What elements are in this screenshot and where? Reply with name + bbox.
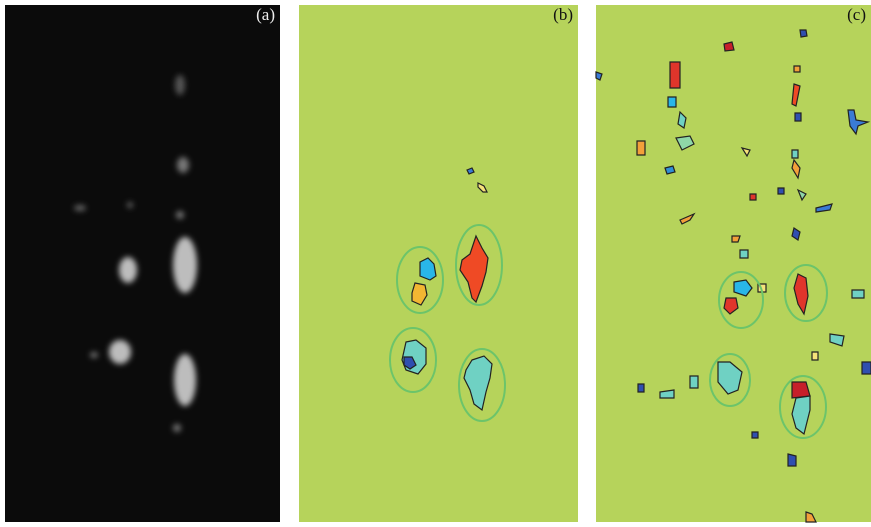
segment (724, 42, 734, 51)
segment (732, 236, 740, 242)
segment (750, 194, 756, 200)
panel-label: (a) (256, 5, 275, 24)
segment (792, 382, 810, 398)
panel-background (299, 5, 578, 522)
segment (792, 150, 798, 158)
spot (177, 157, 189, 173)
panel-b: (b) (299, 5, 578, 522)
spot (174, 354, 196, 406)
spot (74, 205, 86, 211)
spot (173, 424, 181, 432)
spot (173, 237, 197, 293)
panel-a: (a) (5, 5, 280, 522)
segment (637, 141, 645, 155)
panel-label: (b) (553, 5, 573, 24)
segment (800, 30, 807, 37)
segment (668, 97, 676, 107)
spot (175, 75, 185, 95)
segment (670, 62, 680, 88)
spot (90, 352, 98, 358)
segment (862, 362, 871, 374)
segment (812, 352, 818, 360)
segment (852, 290, 864, 298)
spot (127, 202, 133, 208)
segment (665, 166, 675, 174)
spot (176, 211, 184, 219)
segment (638, 384, 644, 392)
figure: (a) (b) (0, 0, 871, 527)
segment (778, 188, 784, 194)
spot (109, 340, 131, 364)
segment (788, 454, 796, 466)
segment (795, 113, 801, 121)
segment (752, 432, 758, 438)
panel-background (596, 5, 871, 522)
panel-label: (c) (847, 5, 866, 24)
segment (660, 390, 674, 398)
panel-background (5, 5, 280, 522)
spot (119, 257, 137, 283)
segment (690, 376, 698, 388)
segment (740, 250, 748, 258)
segment (794, 66, 800, 72)
panel-c: (c) (596, 5, 871, 522)
